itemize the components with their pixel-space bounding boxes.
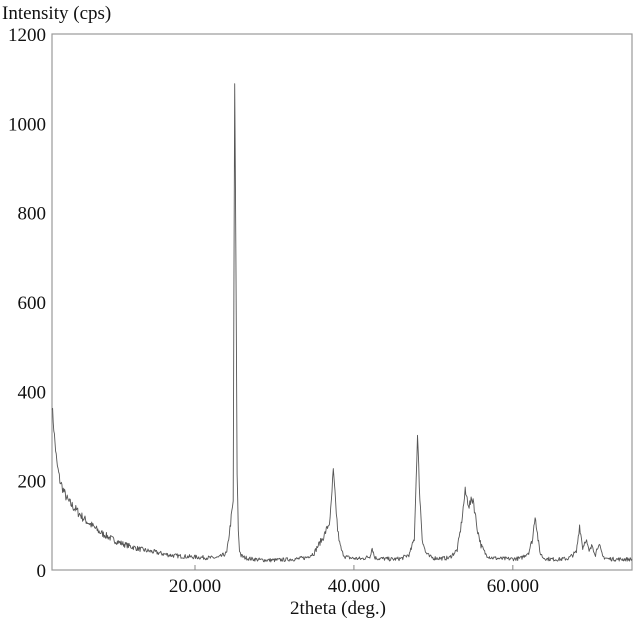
y-tick-label: 600 (18, 293, 47, 314)
y-tick-label: 400 (18, 382, 47, 403)
y-tick-label: 0 (37, 561, 47, 582)
y-tick-label: 800 (18, 204, 47, 225)
y-axis: 0 200 400 600 800 1000 1200 (8, 25, 46, 582)
x-axis: 20.000 40.000 60.000 (169, 565, 539, 597)
x-axis-title: 2theta (deg.) (290, 598, 386, 619)
y-tick-label: 200 (18, 472, 47, 493)
plot-frame (51, 33, 633, 571)
y-tick-label: 1200 (8, 25, 46, 46)
diffraction-trace (51, 83, 633, 563)
x-tick-label: 20.000 (169, 576, 221, 597)
y-tick-label: 1000 (8, 114, 46, 135)
x-tick-label: 60.000 (487, 576, 539, 597)
y-axis-title: Intensity (cps) (2, 3, 111, 24)
x-tick-label: 40.000 (328, 576, 380, 597)
